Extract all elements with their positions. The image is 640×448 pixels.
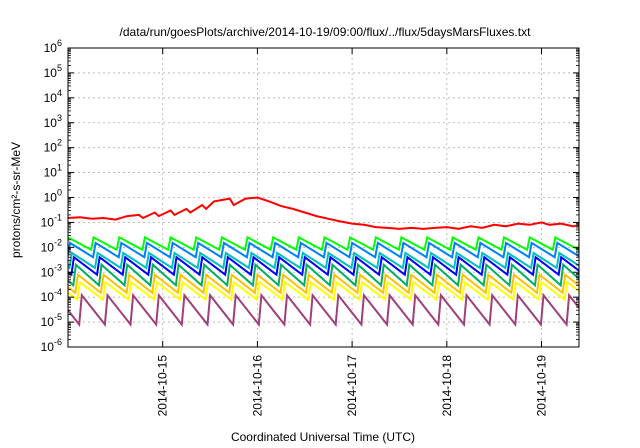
y-axis-label: protons/cm²-s-sr-MeV <box>9 142 23 258</box>
y-tick-label: 10-5 <box>41 312 62 329</box>
y-tick-label: 10-2 <box>41 237 62 254</box>
x-tick-label: 2014-10-15 <box>156 355 170 417</box>
x-tick-label: 2014-10-17 <box>345 355 359 417</box>
axes-layer <box>67 47 580 348</box>
x-tick-label: 2014-10-18 <box>440 355 454 417</box>
series-line-3 <box>68 241 579 259</box>
x-axis-label: Coordinated Universal Time (UTC) <box>231 430 415 444</box>
y-tick-label: 104 <box>44 88 62 105</box>
series-line-4 <box>68 251 579 270</box>
y-tick-label: 101 <box>44 163 62 180</box>
series-line-8 <box>68 280 579 302</box>
series-line-2 <box>68 235 579 252</box>
y-tick-label: 102 <box>44 138 62 155</box>
x-tick-label: 2014-10-19 <box>535 355 549 417</box>
y-tick-label: 106 <box>44 38 62 55</box>
y-tick-label: 10-4 <box>41 287 62 304</box>
y-tick-label: 105 <box>44 63 62 80</box>
tick-labels-layer: 10-6 10-5 10-4 10-3 10-2 10-1 100 101 102 103 104 1… <box>41 38 549 416</box>
series-line-1 <box>68 196 579 230</box>
y-tick-label: 100 <box>44 188 62 205</box>
series-layer <box>68 196 579 328</box>
series-line-5 <box>68 255 579 277</box>
y-tick-label: 10-6 <box>41 337 62 354</box>
series-line-9 <box>68 292 579 328</box>
y-tick-label: 10-1 <box>41 212 62 229</box>
y-tick-label: 10-3 <box>41 262 62 279</box>
series-line-7 <box>68 272 579 295</box>
chart-title: /data/run/goesPlots/archive/2014-10-19/0… <box>120 25 532 39</box>
x-tick-label: 2014-10-16 <box>250 355 264 417</box>
grid-layer <box>68 48 579 347</box>
series-line-6 <box>68 262 579 288</box>
y-tick-label: 103 <box>44 113 62 130</box>
plot-frame <box>67 47 580 348</box>
y-axis-label-group: protons/cm²-s-sr-MeV <box>9 142 23 258</box>
